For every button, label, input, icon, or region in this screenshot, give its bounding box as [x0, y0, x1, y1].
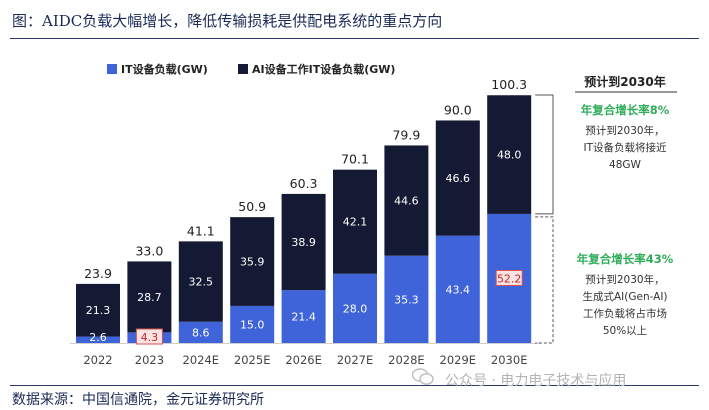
label-total-2029E: 90.0 — [444, 102, 472, 117]
bar-ai-2022 — [76, 283, 120, 337]
bar-ai-2028E — [384, 145, 429, 256]
annotation-lower-rate: 年复合增长率43% — [577, 252, 674, 266]
annotation-lower-line-4: 50%以上 — [603, 325, 647, 337]
label-ai-2028E: 44.6 — [394, 195, 419, 208]
annotation-lower-line-1: 预计到2030年， — [585, 273, 664, 286]
category-label-2029E: 2029E — [440, 353, 477, 367]
category-label-2028E: 2028E — [388, 353, 425, 367]
label-ai-2029E: 46.6 — [446, 172, 471, 185]
annotation-lower-line-3: 工作负载将占市场 — [583, 307, 667, 320]
bar-ai-2030E — [487, 95, 532, 214]
category-label-2026E: 2026E — [285, 353, 322, 367]
bar-it-2025E — [230, 305, 275, 343]
label-total-2024E: 41.1 — [187, 223, 215, 238]
wechat-icon — [412, 368, 434, 385]
legend-label-ai: AI设备工作IT设备负载(GW) — [252, 62, 395, 76]
label-it-2026E: 21.4 — [291, 311, 316, 324]
label-it-2025E: 15.0 — [240, 318, 265, 331]
bar-it-2027E — [333, 273, 377, 343]
label-it-2024E: 8.6 — [192, 326, 210, 339]
label-it-2028E: 35.3 — [394, 293, 419, 306]
label-total-2028E: 79.9 — [392, 127, 420, 142]
bar-ai-2027E — [333, 169, 377, 274]
label-it-2029E: 43.4 — [446, 283, 471, 296]
label-total-2027E: 70.1 — [341, 152, 369, 167]
annotation-upper-line-1: 预计到2030年， — [585, 124, 664, 137]
bar-ai-2023 — [127, 261, 172, 333]
label-it-2022: 2.6 — [89, 331, 107, 344]
page-title: 图：AIDC负载大幅增长，降低传输损耗是供配电系统的重点方向 — [12, 12, 443, 30]
bracket-it — [535, 216, 554, 344]
category-label-2027E: 2027E — [337, 353, 374, 367]
category-label-2024E: 2024E — [183, 353, 220, 367]
bar-it-2024E — [178, 321, 223, 343]
bar-it-2026E — [281, 290, 326, 343]
label-ai-2030E: 48.0 — [497, 149, 522, 162]
bar-ai-2026E — [281, 193, 326, 291]
label-ai-2023: 28.7 — [137, 291, 162, 304]
bar-it-2029E — [435, 235, 480, 343]
category-label-2023: 2023 — [135, 353, 164, 367]
title-divider — [10, 38, 699, 39]
label-total-2023: 33.0 — [135, 243, 163, 258]
label-it-2027E: 28.0 — [343, 302, 368, 315]
annotation-lower-line-2: 生成式AI(Gen-AI) — [582, 290, 667, 303]
highlight-box-2023 — [135, 328, 163, 345]
label-ai-2025E: 35.9 — [240, 256, 265, 269]
label-it-2023: 4.3 — [141, 331, 159, 344]
legend-swatch-it — [107, 64, 117, 74]
annotation-upper-line-3: 48GW — [609, 159, 641, 171]
bracket-ai — [535, 94, 554, 215]
bar-ai-2025E — [230, 217, 275, 306]
label-ai-2022: 21.3 — [86, 304, 111, 317]
bar-ai-2029E — [435, 120, 480, 236]
legend-label-it: IT设备负载(GW) — [121, 62, 208, 76]
highlight-box-2030E — [495, 269, 523, 286]
label-total-2026E: 60.3 — [290, 176, 318, 191]
watermark-text: 公众号 · 电力电子技术与应用 — [445, 373, 627, 389]
bar-it-2028E — [384, 255, 429, 343]
category-label-2022: 2022 — [83, 353, 112, 367]
category-label-2025E: 2025E — [234, 353, 271, 367]
label-ai-2027E: 42.1 — [343, 216, 368, 229]
legend-swatch-ai — [238, 64, 248, 74]
label-total-2030E: 100.3 — [491, 77, 527, 92]
source-note: 数据来源：中国信通院，金元证券研究所 — [12, 392, 264, 408]
annotation-upper-line-2: IT设备负载将接近 — [583, 141, 667, 154]
source-divider — [10, 385, 699, 386]
annotation-heading: 预计到2030年 — [584, 74, 665, 89]
bar-ai-2024E — [178, 241, 223, 322]
label-it-2030E: 52.2 — [497, 272, 522, 285]
label-ai-2024E: 32.5 — [189, 276, 214, 289]
label-ai-2026E: 38.9 — [291, 236, 316, 249]
label-total-2025E: 50.9 — [238, 199, 266, 214]
bar-it-2022 — [76, 336, 120, 343]
category-label-2030E: 2030E — [491, 353, 528, 367]
label-total-2022: 23.9 — [84, 266, 112, 281]
annotation-upper-rate: 年复合增长率8% — [581, 103, 670, 117]
